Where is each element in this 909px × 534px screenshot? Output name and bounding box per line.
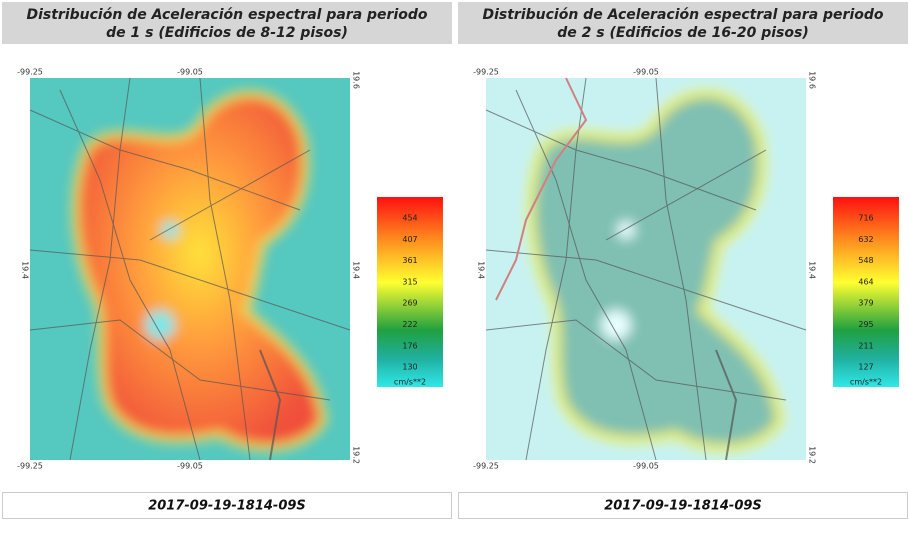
legend-label: 361: [402, 256, 417, 265]
timestamp: 2017-09-19-1814-09S: [604, 499, 762, 514]
zone-hole: [145, 310, 175, 340]
legend-label: 295: [858, 320, 873, 329]
longitude-label: -99.05: [177, 68, 203, 77]
footer-box: [2, 492, 452, 519]
latitude-label: 19.2: [808, 446, 817, 464]
latitude-label: 19.6: [352, 71, 361, 89]
legend-unit: cm/s**2: [394, 378, 426, 387]
longitude-label: -99.25: [17, 68, 43, 77]
latitude-label: 19.4: [352, 261, 361, 279]
legend-bar: [833, 197, 899, 387]
longitude-label: -99.25: [473, 462, 499, 471]
title-bar: [458, 2, 908, 44]
legend-unit: cm/s**2: [850, 378, 882, 387]
legend-label: 454: [402, 214, 417, 223]
hazard-zone: [535, 98, 776, 444]
legend-label: 464: [858, 277, 873, 286]
latitude-label: 19.6: [808, 71, 817, 89]
longitude-label: -99.25: [473, 68, 499, 77]
latitude-label: 19.4: [21, 261, 30, 279]
latitude-label: 19.4: [808, 261, 817, 279]
panel-title: Distribución de Aceleración espectral pa…: [26, 7, 427, 23]
latitude-label: 19.4: [477, 261, 486, 279]
legend-label: 130: [402, 363, 417, 372]
panel-title: Distribución de Aceleración espectral pa…: [482, 7, 883, 23]
legend-label: 632: [858, 235, 873, 244]
legend-label: 379: [858, 299, 873, 308]
panel-title: de 2 s (Edificios de 16-20 pisos): [557, 25, 808, 41]
legend-label: 127: [858, 363, 873, 372]
legend-label: 269: [402, 299, 417, 308]
legend-label: 716: [858, 214, 873, 223]
zone-hole: [617, 221, 635, 239]
longitude-label: -99.25: [17, 462, 43, 471]
footer-box: [458, 492, 908, 519]
timestamp: 2017-09-19-1814-09S: [148, 499, 306, 514]
panel: Distribución de Aceleración espectral pa…: [2, 2, 452, 519]
legend-label: 222: [402, 320, 417, 329]
longitude-label: -99.05: [633, 68, 659, 77]
zone-hole: [601, 310, 631, 340]
hazard-zone: [79, 98, 320, 444]
panel: Distribución de Aceleración espectral pa…: [458, 2, 908, 519]
zone-hole: [161, 221, 179, 239]
longitude-label: -99.05: [177, 462, 203, 471]
latitude-label: 19.2: [352, 446, 361, 464]
legend-label: 211: [858, 341, 873, 350]
boundary: [495, 77, 588, 301]
legend-label: 548: [858, 256, 873, 265]
legend-label: 407: [402, 235, 417, 244]
legend-bar: [377, 197, 443, 387]
legend-label: 315: [402, 277, 417, 286]
longitude-label: -99.05: [633, 462, 659, 471]
title-bar: [2, 2, 452, 44]
legend-label: 176: [402, 341, 417, 350]
panel-title: de 1 s (Edificios de 8-12 pisos): [106, 25, 348, 41]
